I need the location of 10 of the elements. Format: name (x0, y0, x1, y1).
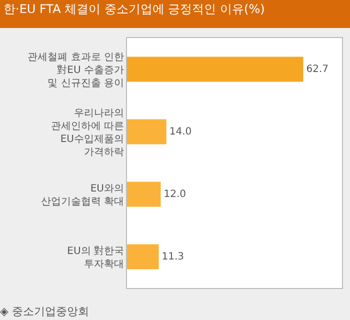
y-tick-label: 관세철폐 효과로 인한 對EU 수출증가 및 신규진출 용이 (28, 52, 124, 89)
y-tick-label: 우리나라의 관세인하에 따른 EU수입제품의 가격하락 (50, 108, 124, 158)
text: ◈ 중소기업중앙회 (0, 305, 89, 318)
data-label: 14.0 (169, 126, 192, 138)
chart-title: 한·EU FTA 체결이 중소기업에 긍정적인 이유(%) (4, 2, 265, 16)
data-label: 11.3 (162, 251, 184, 262)
y-tick-label: EU의 對한국 투자확대 (67, 244, 124, 270)
data-label: 12.0 (164, 188, 186, 200)
data-label: 62.7 (306, 64, 328, 75)
y-tick-label: EU와의 산업기술협력 확대 (40, 183, 124, 208)
